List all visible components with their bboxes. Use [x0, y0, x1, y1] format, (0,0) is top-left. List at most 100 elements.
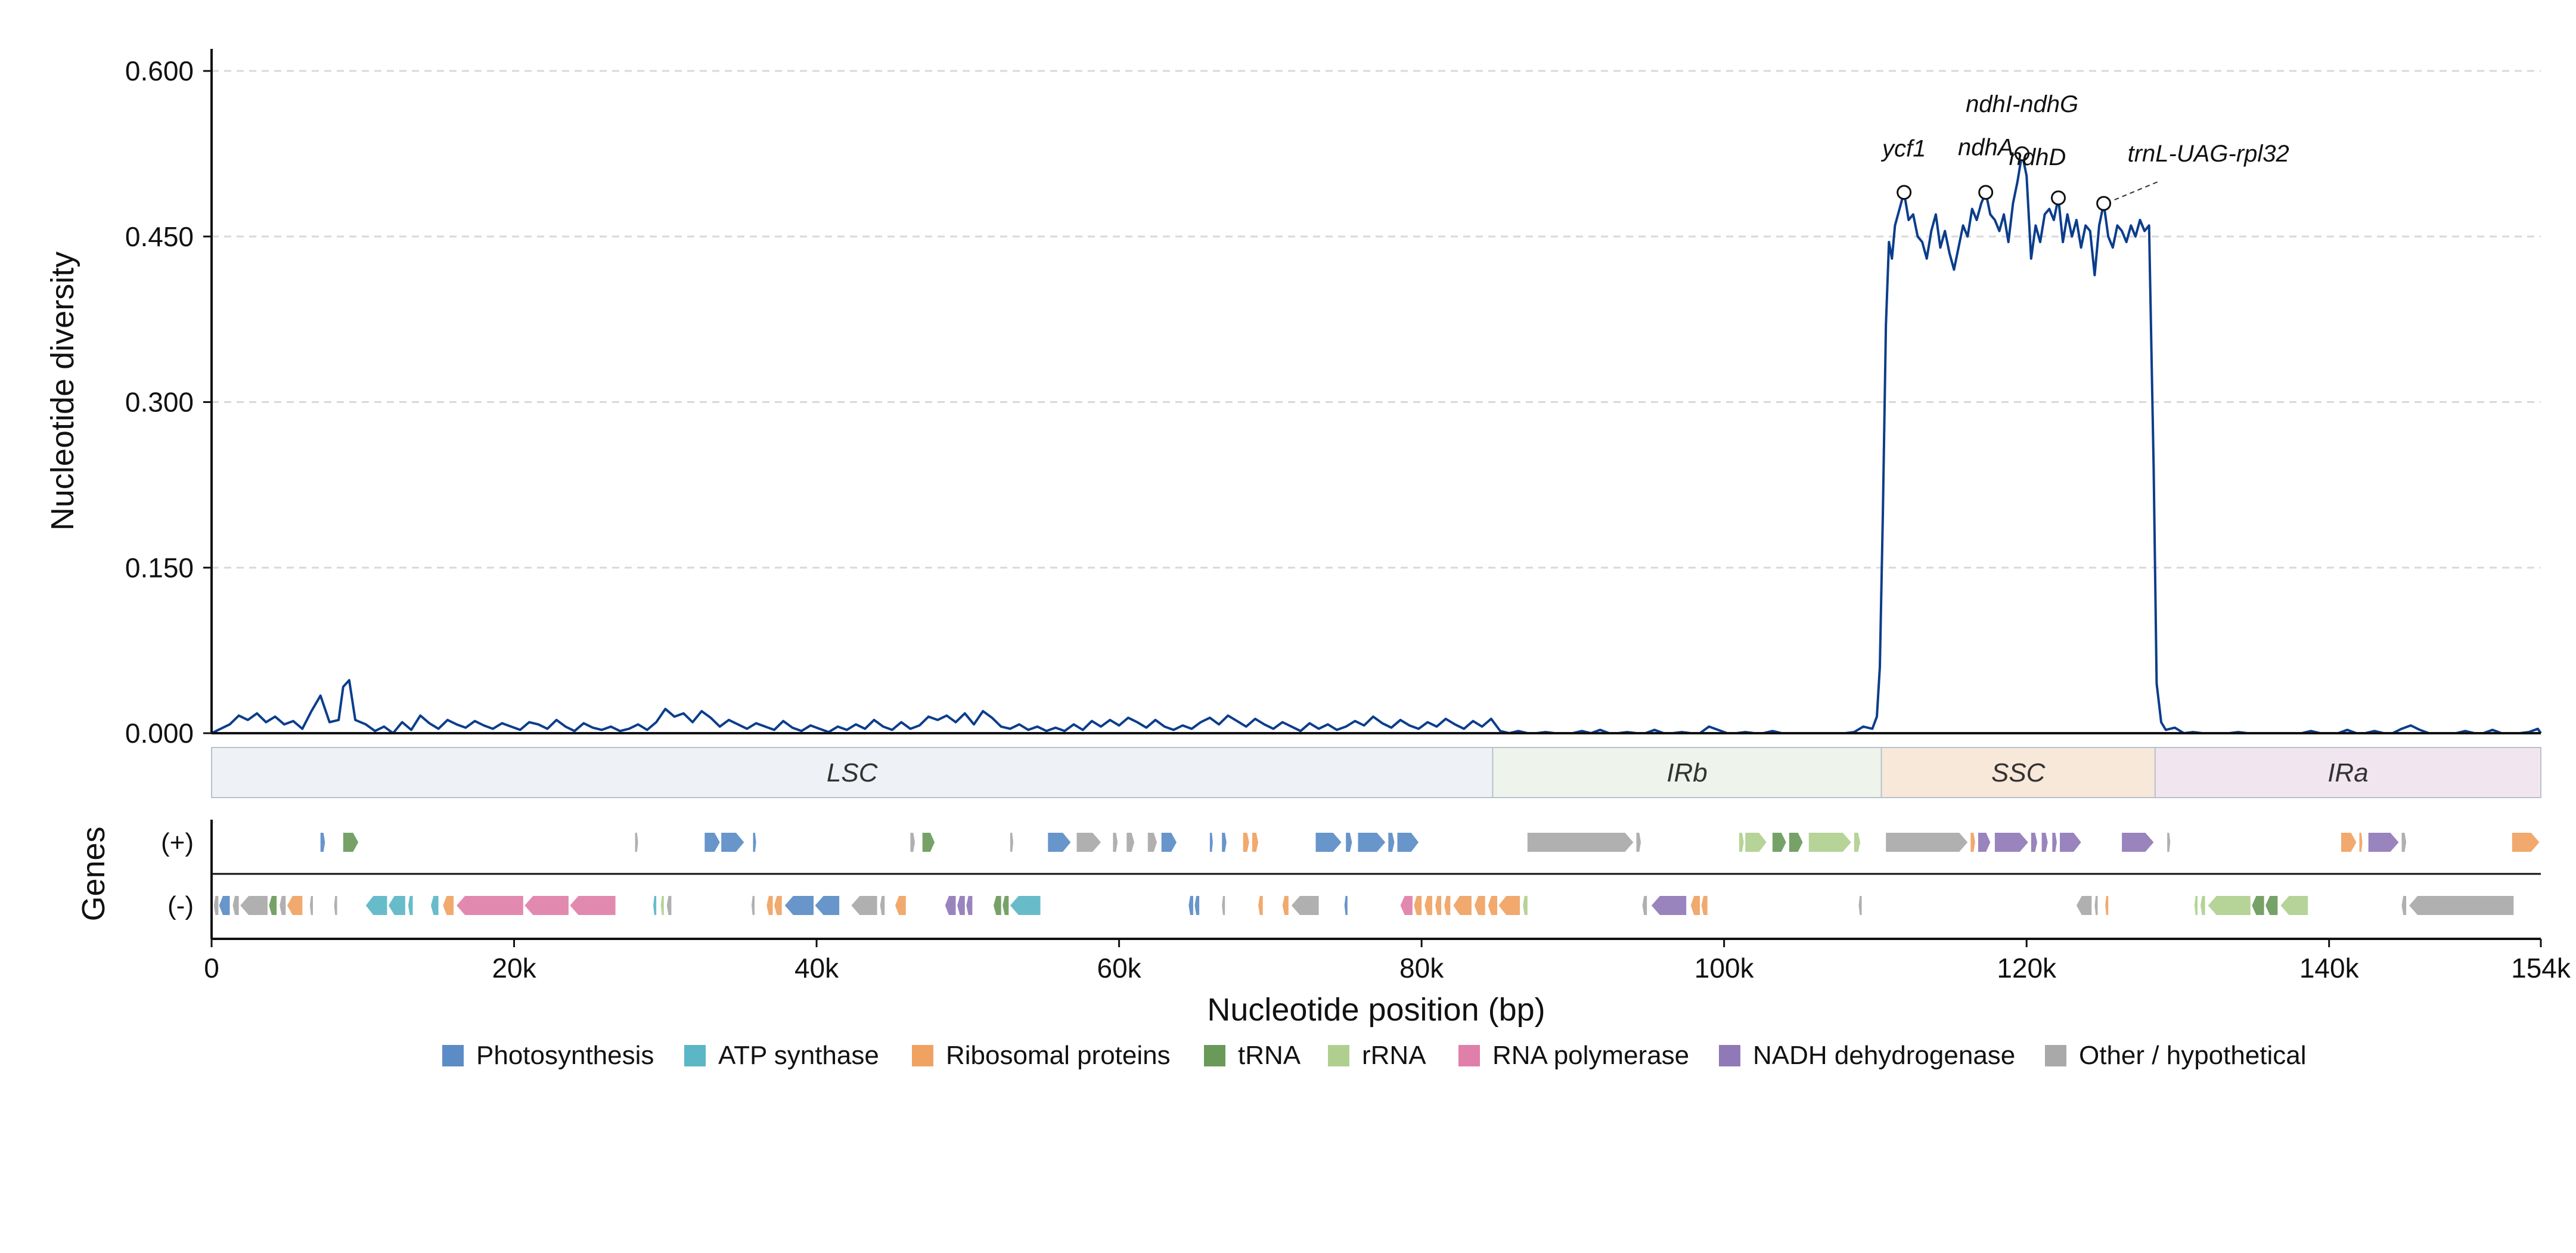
gene-other	[1147, 833, 1157, 852]
gene-ribo	[2359, 833, 2363, 852]
gene-nadh	[2060, 833, 2081, 852]
gene-rrna	[2208, 896, 2251, 915]
gene-other	[1113, 833, 1118, 852]
legend-swatch	[442, 1045, 464, 1066]
legend-label: RNA polymerase	[1492, 1041, 1689, 1070]
gene-other	[666, 896, 672, 915]
gene-ribo	[1488, 896, 1497, 915]
gene-photo	[815, 896, 840, 915]
gene-ribo	[1282, 896, 1289, 915]
peak-label: ycf1	[1880, 136, 1926, 162]
gene-ribo	[1453, 896, 1472, 915]
gene-other	[309, 896, 313, 915]
gene-photo	[753, 833, 756, 852]
plus-strand-label: (+)	[161, 828, 194, 857]
legend-label: ATP synthase	[718, 1041, 879, 1070]
gene-rrna	[1854, 833, 1861, 852]
gene-other	[280, 896, 286, 915]
legend-swatch	[2045, 1045, 2066, 1066]
legend-label: Photosynthesis	[476, 1041, 654, 1070]
gene-photo	[1161, 833, 1177, 852]
gene-other	[1291, 896, 1319, 915]
legend-label: rRNA	[1362, 1041, 1426, 1070]
gene-trna	[343, 833, 359, 852]
gene-other	[910, 833, 915, 852]
gene-ribo	[774, 896, 782, 915]
gene-other	[2094, 896, 2098, 915]
gene-nadh	[957, 896, 965, 915]
peak-label: ndhI-ndhG	[1966, 91, 2078, 117]
y-tick-label: 0.150	[125, 552, 194, 583]
gene-rrna	[660, 896, 664, 915]
gene-nadh	[1994, 833, 2028, 852]
gene-photo	[1344, 896, 1348, 915]
gene-photo	[1358, 833, 1386, 852]
gene-track-title: Genes	[76, 826, 111, 921]
x-tick-label: 154k	[2511, 953, 2571, 984]
gene-other	[751, 896, 755, 915]
x-tick-label: 20k	[492, 953, 536, 984]
diversity-line	[211, 152, 2542, 734]
gene-rrna	[1745, 833, 1767, 852]
gene-ribo	[895, 896, 906, 915]
gene-trna	[994, 896, 1001, 915]
gene-other	[1076, 833, 1101, 852]
region-ssc	[1880, 747, 2156, 798]
gene-ribo	[1701, 896, 1708, 915]
y-tick-label: 0.000	[125, 718, 194, 749]
gene-trna	[1789, 833, 1803, 852]
region-lsc	[211, 747, 1494, 798]
gene-other	[1010, 833, 1013, 852]
gene-trna	[1003, 896, 1009, 915]
legend-label: Ribosomal proteins	[946, 1041, 1171, 1070]
gene-ribo	[2105, 896, 2109, 915]
legend-swatch	[1204, 1045, 1225, 1066]
gene-other	[1858, 896, 1862, 915]
gene-ribo	[443, 896, 454, 915]
gene-photo	[320, 833, 325, 852]
gene-nadh	[2031, 833, 2037, 852]
gene-other	[635, 833, 638, 852]
minus-strand-label: (-)	[167, 891, 194, 920]
gene-other	[2076, 896, 2092, 915]
gene-other	[880, 896, 885, 915]
gene-nadh	[966, 896, 973, 915]
legend-label: Other / hypothetical	[2079, 1041, 2307, 1070]
gene-photo	[704, 833, 720, 852]
peak-annotations: ycf1 ndhA ndhI-ndhG ndhD trnL-UAG-rpl32	[1880, 91, 2289, 211]
peak-leader-line	[2114, 180, 2161, 201]
peak-marker	[2096, 196, 2112, 211]
gene-ribo	[1690, 896, 1700, 915]
peak-label: ndhA	[1958, 135, 2013, 161]
gene-photo	[721, 833, 744, 852]
gene-ribo	[1435, 896, 1442, 915]
gene-atp	[431, 896, 439, 915]
gene-trna	[1772, 833, 1786, 852]
x-tick-label: 140k	[2299, 953, 2360, 984]
gene-track: Genes (+) (-)	[76, 826, 2540, 922]
legend-swatch	[912, 1045, 933, 1066]
region-label: SSC	[1991, 758, 2046, 787]
gene-rrna	[1523, 896, 1528, 915]
gene-photo	[1048, 833, 1071, 852]
gene-ribo	[1474, 896, 1485, 915]
gene-photo	[1209, 833, 1213, 852]
region-irb	[1492, 747, 1882, 798]
gene-ribo	[2341, 833, 2357, 852]
gene-rnapol	[1400, 896, 1413, 915]
gene-rrna	[2201, 896, 2205, 915]
gene-other	[1126, 833, 1134, 852]
region-label: IRb	[1666, 758, 1707, 787]
peak-marker	[1978, 185, 1994, 200]
gene-other	[851, 896, 877, 915]
gene-other	[2401, 833, 2407, 852]
legend-label: NADH dehydrogenase	[1753, 1041, 2015, 1070]
gene-other	[1527, 833, 1634, 852]
gene-other	[2167, 833, 2171, 852]
gene-rrna	[1808, 833, 1851, 852]
legend-swatch	[684, 1045, 706, 1066]
peak-marker	[2015, 146, 2030, 162]
legend-label: tRNA	[1238, 1041, 1301, 1070]
gene-rrna	[1739, 833, 1744, 852]
gene-other	[2409, 896, 2514, 915]
